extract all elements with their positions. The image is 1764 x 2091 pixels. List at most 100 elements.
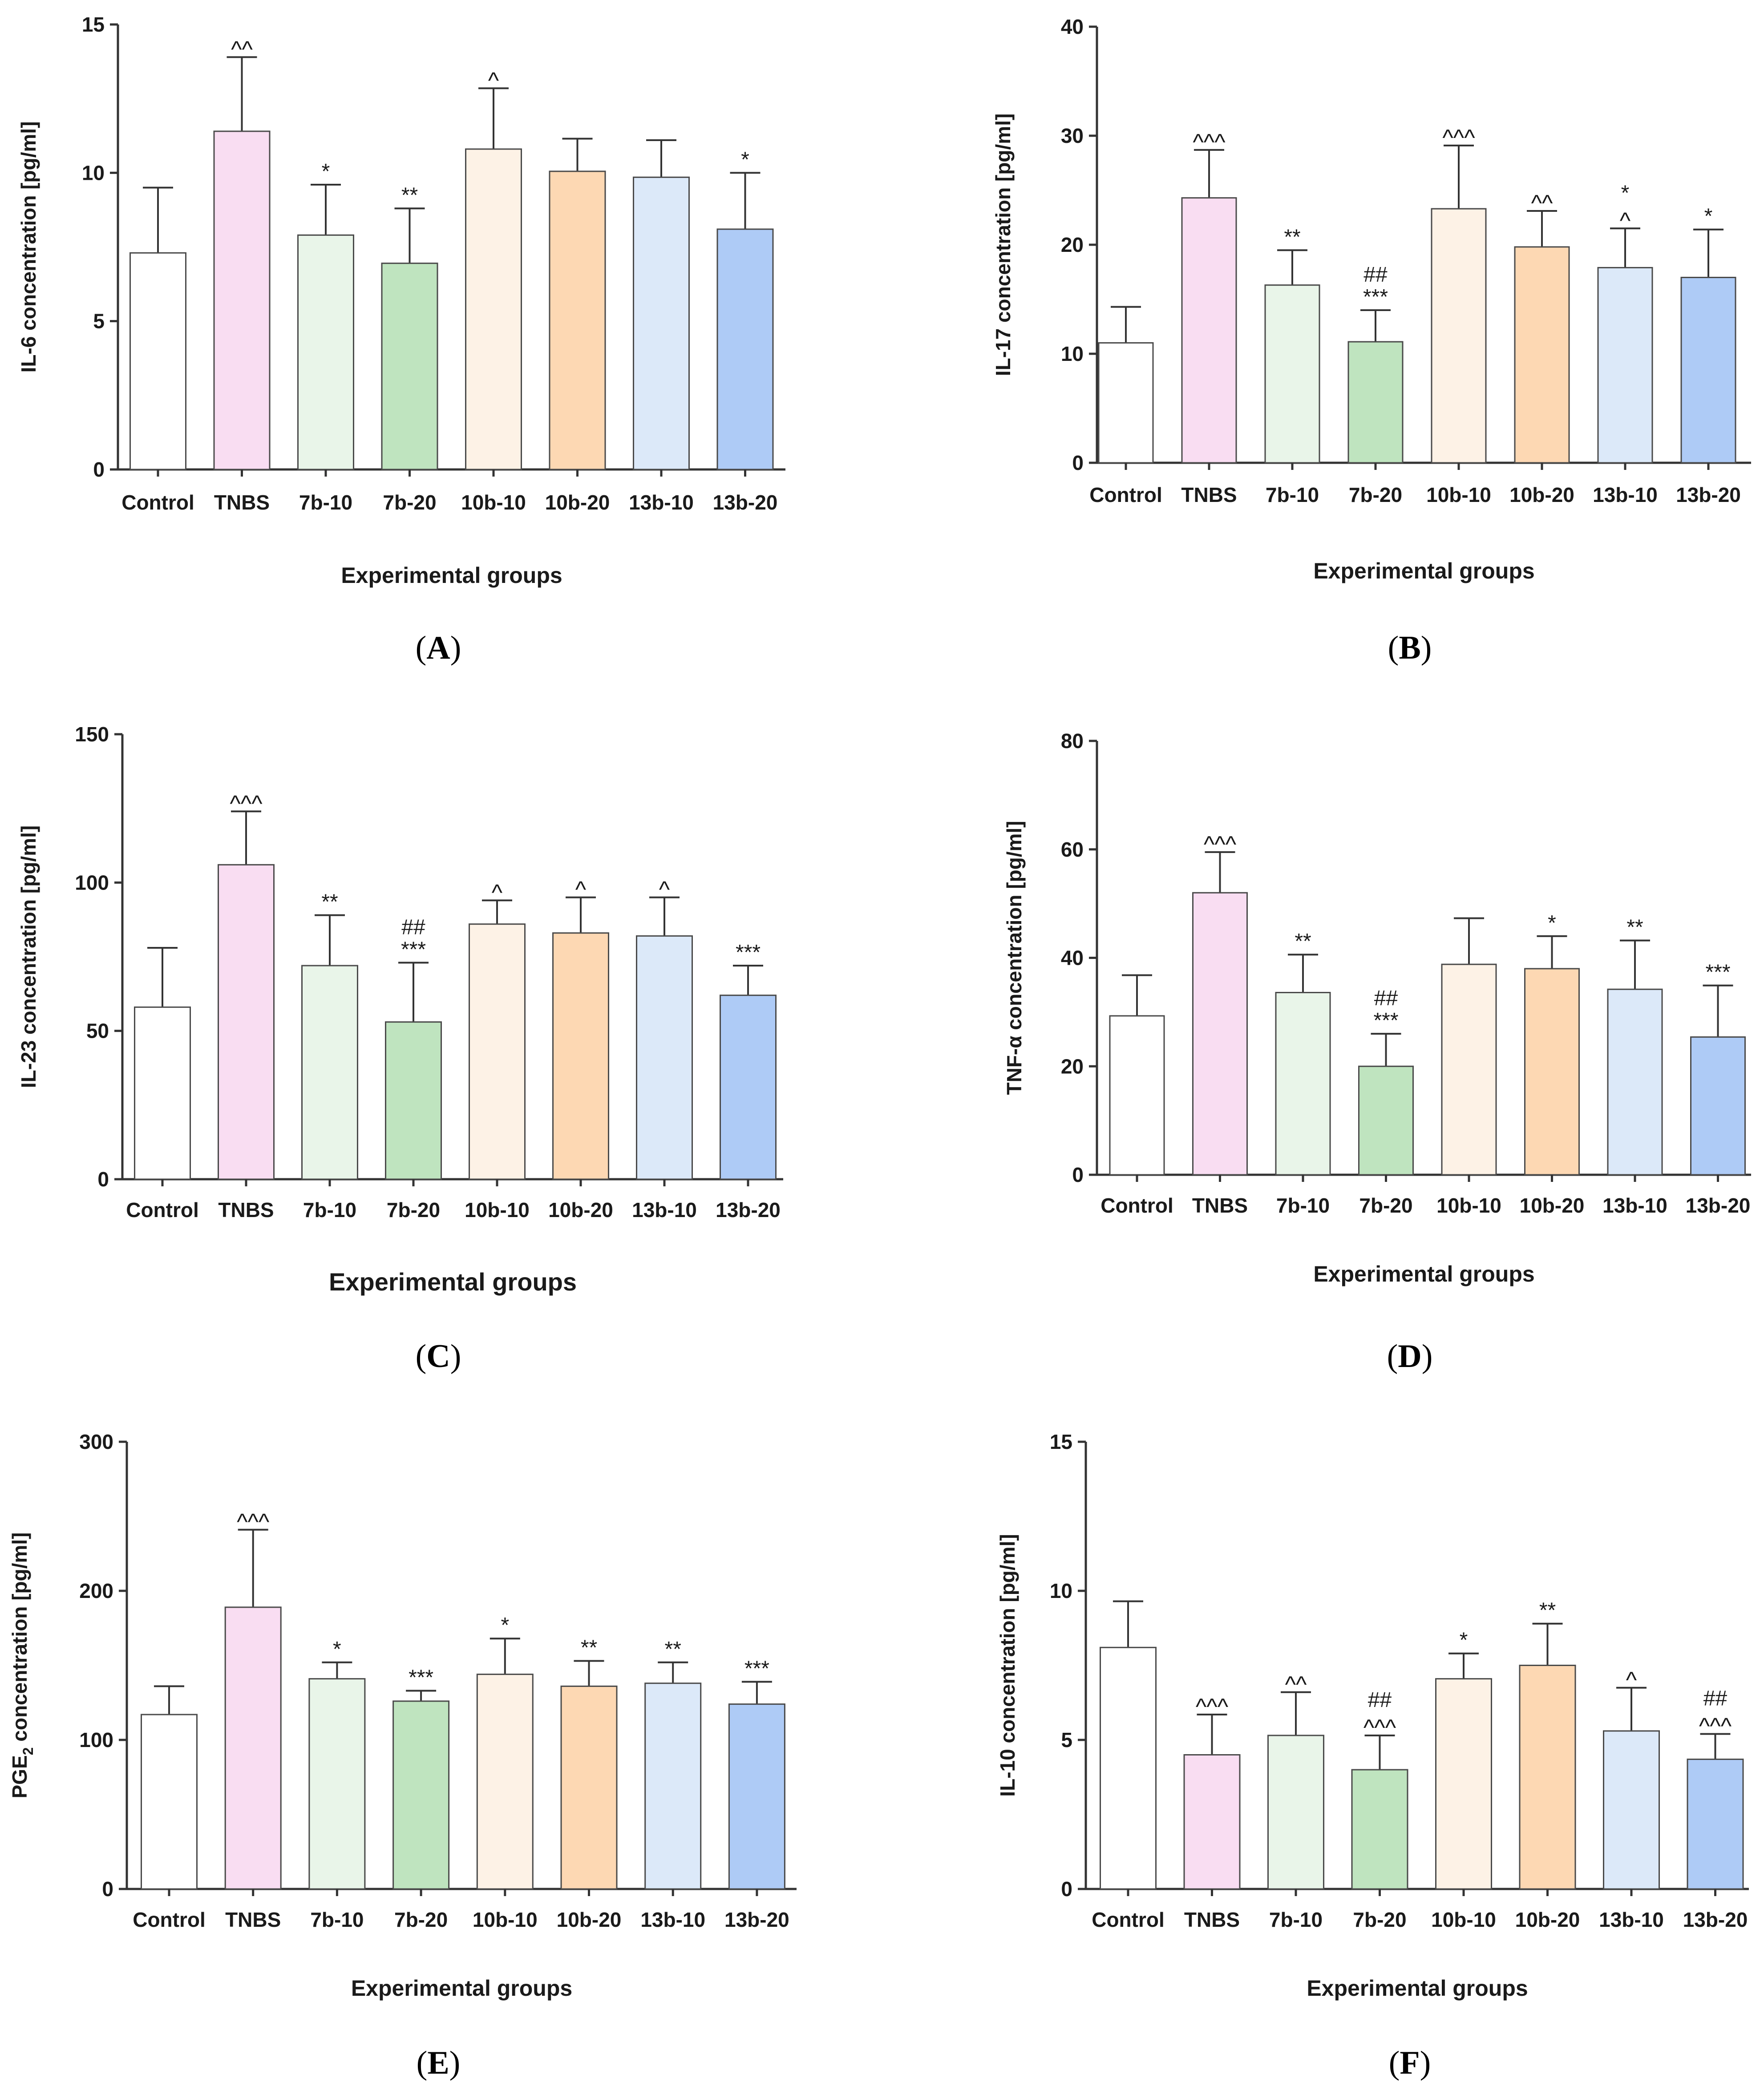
- category-label: 7b-20: [387, 1198, 440, 1221]
- significance-annotation: *: [501, 1614, 509, 1637]
- significance-annotation: ##: [401, 915, 425, 939]
- significance-annotation: *: [1548, 911, 1556, 935]
- x-axis-title: Experimental groups: [1307, 1976, 1528, 2001]
- category-label: 10b-20: [557, 1908, 622, 1931]
- y-axis-title: IL-10 concentration [pg/ml]: [996, 1534, 1019, 1796]
- bar-13b-10: [636, 935, 693, 1180]
- bar-7b-10: [301, 965, 358, 1180]
- significance-annotation: ***: [736, 941, 761, 964]
- significance-annotation: ^: [659, 877, 670, 903]
- significance-annotation: ##: [1368, 1688, 1392, 1712]
- y-tick-label: 10: [1050, 1579, 1072, 1602]
- bar-10b-20: [552, 932, 609, 1180]
- category-label: Control: [1100, 1194, 1173, 1217]
- y-tick-label: 15: [1050, 1430, 1072, 1453]
- category-label: 7b-10: [303, 1198, 356, 1221]
- y-tick-label: 40: [1061, 15, 1084, 38]
- category-label: 10b-20: [1515, 1908, 1580, 1931]
- category-label: 13b-10: [632, 1198, 697, 1221]
- y-tick-label: 200: [79, 1579, 113, 1602]
- bar-7b-10: [1264, 284, 1320, 464]
- category-label: 7b-10: [310, 1908, 364, 1931]
- bar-control: [134, 1006, 191, 1180]
- bar-control: [1100, 1646, 1157, 1890]
- significance-annotation: ***: [1373, 1009, 1398, 1032]
- category-label: Control: [1089, 483, 1162, 506]
- bar-13b-10: [1597, 267, 1653, 464]
- bar-13b-10: [1603, 1730, 1660, 1890]
- y-tick-label: 0: [97, 1168, 109, 1191]
- bar-7b-20: [1347, 341, 1404, 464]
- y-axis-title: IL-23 concentration [pg/ml]: [17, 825, 40, 1088]
- y-tick-label: 10: [1061, 342, 1084, 365]
- y-axis-title: IL-17 concentration [pg/ml]: [991, 113, 1015, 376]
- category-label: 7b-10: [1266, 483, 1319, 506]
- category-label: 13b-20: [713, 491, 778, 514]
- y-axis-title: PGE2 concentration [pg/ml]: [8, 1533, 36, 1799]
- category-label: 13b-20: [1676, 483, 1741, 506]
- bar-7b-20: [385, 1021, 442, 1180]
- category-label: Control: [126, 1198, 199, 1221]
- significance-annotation: ^^^: [230, 791, 263, 817]
- bar-7b-20: [1358, 1065, 1414, 1176]
- bar-10b-10: [1435, 1678, 1492, 1890]
- category-label: 13b-10: [1593, 483, 1658, 506]
- category-label: 7b-10: [299, 491, 352, 514]
- category-label: 10b-10: [473, 1908, 538, 1931]
- category-label: TNBS: [1184, 1908, 1240, 1931]
- y-tick-label: 50: [86, 1019, 109, 1043]
- bar-tnbs: [213, 130, 271, 470]
- category-label: 7b-20: [383, 491, 436, 514]
- y-tick-label: 0: [1061, 1877, 1072, 1901]
- y-tick-label: 20: [1061, 1055, 1084, 1078]
- category-label: 10b-20: [545, 491, 610, 514]
- significance-annotation: ^: [492, 880, 503, 906]
- bar-7b-10: [1275, 992, 1331, 1176]
- y-tick-label: 5: [1061, 1728, 1072, 1751]
- y-tick-label: 80: [1061, 729, 1084, 752]
- bar-10b-10: [1431, 208, 1487, 464]
- significance-annotation: ***: [401, 938, 426, 961]
- bar-control: [129, 252, 186, 470]
- bar-7b-10: [297, 234, 354, 470]
- y-tick-label: 300: [79, 1430, 113, 1453]
- significance-annotation: *: [333, 1638, 341, 1661]
- bar-10b-20: [549, 170, 606, 470]
- significance-annotation: *: [322, 160, 330, 183]
- significance-annotation: ^^^: [237, 1509, 270, 1535]
- significance-annotation: ^^: [1531, 190, 1553, 216]
- chart-panel-f: 0 5 10 15 Control TNBS ^^^ 7b-10 ^^ 7b-20 ## ^^^ 10b…: [996, 1430, 1749, 2081]
- bar-10b-10: [1441, 963, 1497, 1176]
- y-tick-label: 5: [93, 310, 105, 333]
- category-label: 13b-10: [629, 491, 694, 514]
- x-axis-title: Experimental groups: [1313, 558, 1534, 583]
- significance-annotation: ^^^: [1196, 1694, 1229, 1720]
- bar-7b-10: [1267, 1735, 1324, 1890]
- bar-tnbs: [1183, 1754, 1241, 1890]
- significance-annotation: ***: [1705, 961, 1730, 984]
- bar-13b-20: [1680, 277, 1736, 464]
- bar-13b-10: [1607, 988, 1663, 1176]
- panel-label: (D): [1387, 1338, 1433, 1375]
- category-label: 10b-10: [465, 1198, 530, 1221]
- bar-13b-20: [716, 228, 774, 470]
- category-label: TNBS: [214, 491, 270, 514]
- x-axis-title: Experimental groups: [341, 563, 562, 588]
- y-tick-label: 100: [79, 1728, 113, 1751]
- significance-annotation: ^^^: [1699, 1714, 1732, 1739]
- bar-13b-10: [644, 1683, 702, 1890]
- y-tick-label: 0: [102, 1877, 113, 1901]
- significance-annotation: *: [1704, 205, 1713, 228]
- category-label: 7b-20: [1349, 483, 1402, 506]
- bar-tnbs: [224, 1606, 282, 1890]
- significance-annotation: *: [1460, 1629, 1468, 1652]
- category-label: 7b-10: [1269, 1908, 1323, 1931]
- bar-13b-10: [633, 176, 690, 470]
- significance-annotation: **: [321, 890, 338, 914]
- significance-annotation: ##: [1363, 263, 1388, 287]
- category-label: TNBS: [218, 1198, 274, 1221]
- bar-13b-20: [720, 995, 777, 1180]
- significance-annotation: ^^^: [1193, 129, 1226, 155]
- bar-13b-20: [1687, 1759, 1744, 1890]
